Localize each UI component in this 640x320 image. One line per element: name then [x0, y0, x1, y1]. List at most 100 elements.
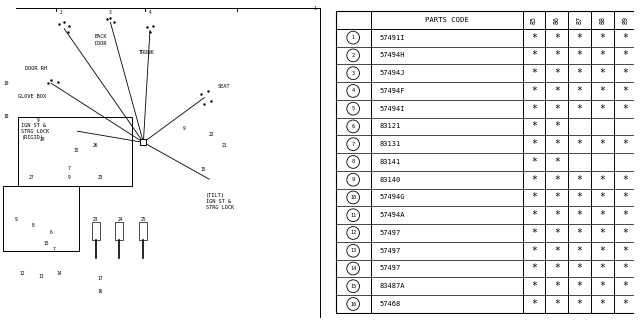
Text: 15: 15 — [200, 167, 205, 172]
Text: *: * — [554, 104, 560, 114]
Text: 57491I: 57491I — [380, 35, 405, 41]
Text: *: * — [577, 246, 582, 256]
Text: 4: 4 — [148, 10, 151, 15]
Text: *: * — [554, 33, 560, 43]
Text: *: * — [600, 281, 605, 291]
Text: *: * — [554, 139, 560, 149]
Text: 9: 9 — [36, 117, 39, 123]
Text: *: * — [531, 139, 537, 149]
Text: 9: 9 — [351, 177, 355, 182]
Text: *: * — [554, 210, 560, 220]
Text: 57468: 57468 — [380, 301, 401, 307]
Text: 57497: 57497 — [380, 230, 401, 236]
Text: 14: 14 — [350, 266, 356, 271]
Text: *: * — [600, 299, 605, 309]
Text: 4: 4 — [351, 88, 355, 93]
Text: 3: 3 — [109, 10, 112, 15]
Text: *: * — [554, 246, 560, 256]
Text: *: * — [554, 299, 560, 309]
Text: 5: 5 — [351, 106, 355, 111]
Text: 18: 18 — [3, 114, 9, 119]
Text: *: * — [531, 104, 537, 114]
Text: 8: 8 — [31, 223, 35, 228]
Text: *: * — [554, 263, 560, 274]
Text: PARTS CODE: PARTS CODE — [425, 17, 468, 23]
Text: 9: 9 — [15, 217, 18, 222]
Text: 1: 1 — [314, 5, 316, 11]
Text: *: * — [622, 175, 628, 185]
Text: 10: 10 — [350, 195, 356, 200]
Text: 7: 7 — [351, 142, 355, 147]
Text: *: * — [554, 228, 560, 238]
Text: *: * — [600, 104, 605, 114]
Text: 13: 13 — [350, 248, 356, 253]
Bar — [92, 222, 100, 240]
Text: *: * — [554, 51, 560, 60]
Text: *: * — [577, 263, 582, 274]
Text: DOOR RH: DOOR RH — [25, 66, 47, 71]
Text: 10: 10 — [3, 81, 9, 86]
Text: *: * — [554, 192, 560, 203]
Text: *: * — [622, 192, 628, 203]
Text: *: * — [577, 228, 582, 238]
Text: *: * — [531, 33, 537, 43]
Text: 88: 88 — [600, 16, 605, 24]
Text: *: * — [577, 210, 582, 220]
Text: *: * — [622, 210, 628, 220]
Text: 6: 6 — [50, 229, 52, 235]
Text: 57497: 57497 — [380, 248, 401, 254]
Text: 83141: 83141 — [380, 159, 401, 165]
Text: 11: 11 — [350, 213, 356, 218]
Text: 83487A: 83487A — [380, 283, 405, 289]
Text: 7: 7 — [68, 165, 70, 171]
Text: *: * — [622, 68, 628, 78]
Text: 2: 2 — [60, 10, 62, 15]
Text: 26: 26 — [93, 143, 99, 148]
Text: *: * — [531, 86, 537, 96]
Text: *: * — [531, 228, 537, 238]
Text: 15: 15 — [44, 241, 49, 246]
Text: *: * — [622, 246, 628, 256]
Text: *: * — [531, 68, 537, 78]
Text: 57494A: 57494A — [380, 212, 405, 218]
Text: 86: 86 — [554, 16, 560, 24]
Text: *: * — [577, 139, 582, 149]
Text: GLOVE BOX: GLOVE BOX — [18, 93, 46, 99]
Text: 85: 85 — [531, 16, 537, 24]
Text: 89: 89 — [622, 16, 628, 24]
Text: 17: 17 — [98, 276, 103, 281]
Text: 6: 6 — [351, 124, 355, 129]
Text: 9: 9 — [183, 125, 186, 131]
Text: *: * — [531, 51, 537, 60]
Text: *: * — [600, 33, 605, 43]
Text: 25: 25 — [141, 217, 146, 222]
Text: *: * — [577, 86, 582, 96]
Text: *: * — [577, 192, 582, 203]
Text: *: * — [577, 104, 582, 114]
Text: *: * — [577, 175, 582, 185]
Text: *: * — [577, 68, 582, 78]
Text: *: * — [622, 299, 628, 309]
Text: 83140: 83140 — [380, 177, 401, 183]
Text: 13: 13 — [38, 274, 44, 279]
Text: *: * — [531, 263, 537, 274]
Text: *: * — [554, 68, 560, 78]
Bar — [115, 222, 123, 240]
Text: 25: 25 — [98, 175, 103, 180]
Text: *: * — [600, 210, 605, 220]
Text: 22: 22 — [208, 132, 214, 137]
Text: 9: 9 — [68, 175, 70, 180]
Bar — [18, 117, 132, 186]
Text: *: * — [554, 175, 560, 185]
Text: 57494I: 57494I — [380, 106, 405, 112]
Bar — [3, 186, 79, 251]
Text: 57497: 57497 — [380, 266, 401, 271]
Text: *: * — [622, 228, 628, 238]
Text: *: * — [622, 104, 628, 114]
Bar — [140, 222, 147, 240]
Text: *: * — [622, 263, 628, 274]
Text: 14: 14 — [56, 271, 62, 276]
Text: 57494G: 57494G — [380, 195, 405, 200]
Text: IGN ST &
STRG LOCK
(RIGID): IGN ST & STRG LOCK (RIGID) — [21, 123, 49, 140]
Text: *: * — [622, 281, 628, 291]
